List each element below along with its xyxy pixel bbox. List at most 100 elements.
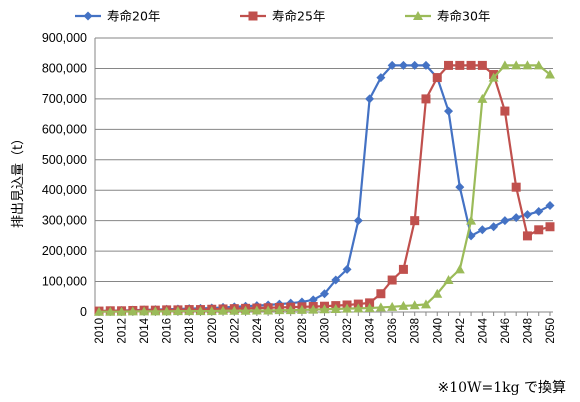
data-point	[116, 306, 127, 316]
x-tick-label: 2050	[545, 318, 557, 344]
data-point	[229, 305, 240, 315]
x-tick-label: 2012	[117, 318, 129, 344]
legend-item: 寿命25年	[240, 9, 325, 24]
data-point	[127, 306, 138, 316]
data-point	[240, 305, 251, 315]
data-point	[444, 60, 454, 70]
data-point	[251, 305, 262, 315]
data-point	[545, 200, 555, 210]
data-point	[410, 60, 420, 70]
y-tick-label: 800,000	[42, 61, 87, 75]
x-tick-label: 2036	[387, 318, 399, 344]
data-point	[387, 301, 398, 311]
x-tick-label: 2032	[342, 318, 354, 344]
legend-item: 寿命20年	[75, 9, 160, 24]
y-tick-label: 0	[80, 305, 87, 319]
data-point	[319, 304, 330, 314]
data-point	[477, 93, 488, 103]
data-point	[477, 225, 487, 235]
y-tick-label: 100,000	[42, 275, 87, 289]
data-point	[206, 306, 217, 316]
data-point	[499, 60, 510, 70]
data-point	[409, 300, 420, 310]
data-point	[500, 216, 510, 226]
legend: 寿命20年 寿命25年 寿命30年	[75, 9, 490, 24]
data-point	[172, 306, 183, 316]
legend-marker	[83, 11, 93, 21]
x-tick-label: 2048	[522, 318, 534, 344]
x-tick-label: 2040	[432, 318, 444, 344]
x-tick-label: 2014	[139, 317, 151, 343]
data-point	[421, 94, 431, 104]
data-point	[263, 305, 274, 315]
x-tick-label: 2018	[184, 318, 196, 344]
data-point	[105, 306, 116, 316]
data-point	[387, 60, 397, 70]
x-tick-label: 2044	[477, 317, 489, 343]
data-point	[489, 222, 499, 232]
data-point	[443, 275, 454, 285]
y-axis-ticks: 0 100,000 200,000 300,000 400,000 500,000 600,…	[42, 31, 87, 319]
data-point	[511, 60, 522, 70]
series-3	[94, 60, 555, 316]
x-tick-label: 2026	[274, 318, 286, 344]
x-tick-label: 2020	[207, 318, 219, 344]
y-tick-label: 600,000	[42, 122, 87, 136]
data-point	[150, 306, 161, 316]
series-layer	[94, 60, 555, 316]
data-point	[365, 298, 375, 308]
footnote: ※10W=1kg で換算	[437, 380, 566, 396]
y-tick-label: 200,000	[42, 244, 87, 258]
data-point	[195, 306, 206, 316]
data-point	[410, 216, 420, 226]
data-point	[421, 60, 431, 70]
x-tick-label: 2042	[455, 318, 467, 344]
legend-label: 寿命20年	[107, 9, 160, 24]
y-axis-label: 排出見込量（t）	[11, 132, 26, 228]
data-point	[184, 306, 195, 316]
x-tick-label: 2030	[320, 318, 332, 344]
x-tick-label: 2010	[94, 318, 106, 344]
data-point	[466, 215, 477, 225]
data-point	[432, 73, 442, 83]
y-tick-label: 500,000	[42, 153, 87, 167]
data-point	[161, 306, 172, 316]
data-point	[432, 288, 443, 298]
data-point	[534, 225, 544, 235]
y-tick-label: 900,000	[42, 31, 87, 45]
x-tick-label: 2028	[297, 318, 309, 344]
y-tick-label: 700,000	[42, 92, 87, 106]
data-point	[454, 264, 465, 274]
data-point	[308, 304, 319, 314]
data-point	[139, 306, 150, 316]
data-point	[533, 60, 544, 70]
data-point	[296, 304, 307, 314]
x-tick-label: 2016	[162, 318, 174, 344]
axes	[94, 38, 553, 316]
data-point	[444, 106, 454, 116]
legend-marker	[413, 11, 423, 20]
data-point	[522, 231, 532, 241]
data-point	[94, 306, 104, 316]
y-tick-label: 400,000	[42, 183, 87, 197]
legend-label: 寿命25年	[272, 9, 325, 24]
legend-item: 寿命30年	[405, 9, 490, 24]
data-point	[420, 299, 431, 309]
data-point	[353, 303, 364, 313]
data-point	[477, 60, 487, 70]
data-point	[376, 73, 386, 83]
data-point	[545, 222, 555, 232]
data-point	[387, 275, 397, 285]
data-point	[376, 289, 386, 299]
data-point	[455, 60, 465, 70]
data-point	[353, 216, 363, 226]
data-point	[522, 210, 532, 220]
data-point	[500, 106, 510, 116]
x-tick-label: 2046	[500, 318, 512, 344]
data-point	[342, 264, 352, 274]
data-point	[455, 182, 465, 192]
data-point	[534, 207, 544, 217]
data-point	[398, 300, 409, 310]
y-tick-label: 300,000	[42, 214, 87, 228]
